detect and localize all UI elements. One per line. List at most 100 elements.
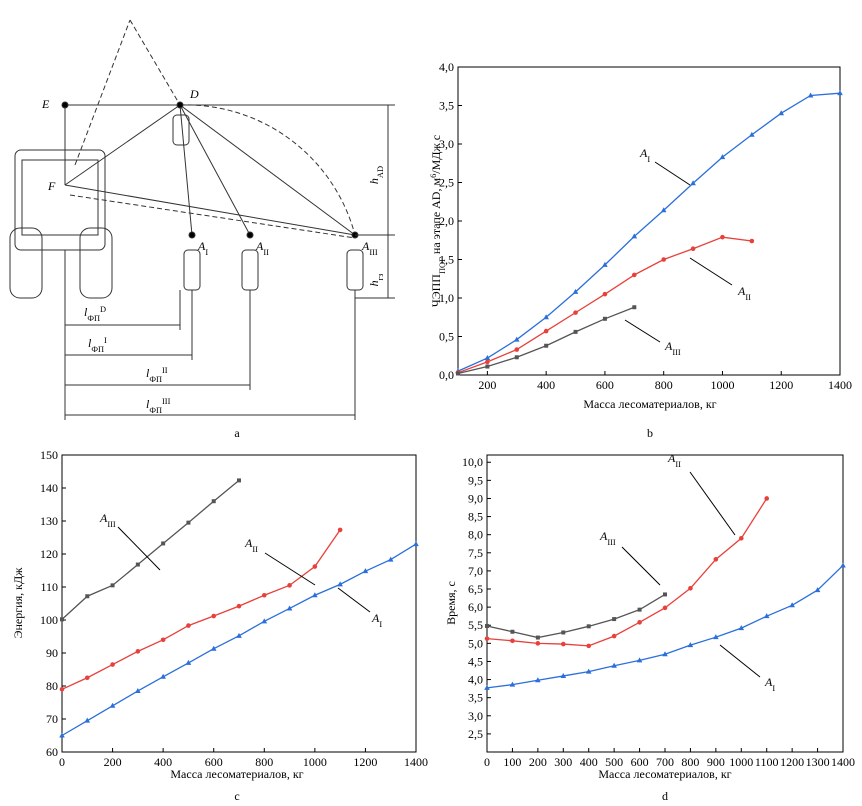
- point: [560, 641, 566, 647]
- ray: [179, 104, 251, 236]
- point: [211, 613, 217, 619]
- x-tick-label: 0: [484, 755, 490, 769]
- point: [188, 231, 196, 239]
- x-tick-label: 200: [529, 755, 547, 769]
- x-tick-label: 300: [554, 755, 572, 769]
- grapple: [346, 249, 364, 291]
- point: [778, 110, 785, 116]
- y-tick-label: 100: [40, 613, 58, 627]
- series-name: A: [667, 451, 676, 465]
- x-axis-label: Масса лесоматериалов, кг: [170, 767, 303, 781]
- forwarder-diagram: [9, 19, 395, 420]
- point: [312, 564, 318, 569]
- point: [544, 343, 549, 348]
- y-tick-label: 90: [46, 646, 58, 660]
- series-line: [61, 529, 341, 690]
- point: [287, 583, 292, 588]
- point: [510, 638, 515, 644]
- y-tick-label: 1,0: [439, 291, 454, 305]
- y-tick-label: 4,5: [468, 654, 483, 668]
- series-sub: II: [675, 460, 681, 469]
- y-tick-label: 2,5: [468, 727, 483, 741]
- point: [387, 556, 394, 562]
- diagram-label: D: [189, 87, 199, 101]
- text-part: D: [100, 305, 106, 314]
- diagram-label: AIII: [361, 239, 378, 257]
- text-part: ФП: [87, 314, 100, 323]
- grapple: [172, 114, 190, 146]
- point: [513, 336, 520, 342]
- point: [789, 602, 795, 608]
- series-sub: III: [107, 520, 116, 529]
- text-part: A: [255, 239, 264, 253]
- point: [586, 624, 591, 629]
- text-part: ФП: [149, 406, 162, 415]
- x-tick-label: 1300: [806, 755, 830, 769]
- annotation-leader: [689, 257, 733, 286]
- point: [176, 101, 184, 109]
- point: [611, 662, 617, 668]
- text-part: h: [367, 280, 381, 286]
- x-tick-label: 1000: [710, 378, 734, 392]
- series-label: AI: [371, 611, 382, 629]
- x-tick-label: 400: [537, 378, 555, 392]
- y-tick-label: 130: [40, 514, 58, 528]
- point: [160, 637, 166, 643]
- boom: [64, 104, 181, 186]
- series-name: A: [639, 146, 648, 160]
- series-sub: I: [772, 684, 775, 693]
- y-tick-label: 9,5: [468, 473, 483, 487]
- point: [186, 520, 191, 525]
- series-label: AIII: [664, 339, 681, 357]
- y-tick-label: 3,5: [439, 99, 454, 113]
- text-part: II: [162, 366, 168, 375]
- point: [514, 347, 520, 352]
- y-tick-label: 4,0: [439, 60, 454, 74]
- series-name: A: [244, 536, 253, 550]
- point: [738, 625, 745, 631]
- y-tick-label: 70: [46, 712, 58, 726]
- point: [690, 246, 696, 252]
- point: [602, 316, 607, 321]
- point: [110, 662, 115, 667]
- text-part: ПОГ: [438, 257, 447, 274]
- annotation-leader: [654, 161, 691, 186]
- x-tick-label: 1200: [353, 755, 377, 769]
- point: [738, 536, 744, 541]
- point: [632, 305, 637, 310]
- series-line: [486, 565, 844, 689]
- point: [713, 634, 719, 640]
- y-tick-label: 3,0: [468, 709, 483, 723]
- annotation-leader: [689, 471, 736, 536]
- text-part: ЧЭПП: [429, 274, 443, 307]
- x-tick-label: 800: [655, 378, 673, 392]
- text-part: I: [104, 336, 107, 345]
- point: [602, 291, 608, 297]
- x-axis-label: Масса лесоматериалов, кг: [583, 397, 716, 411]
- y-tick-label: 150: [40, 448, 58, 462]
- point: [109, 702, 116, 708]
- x-tick-label: 800: [681, 755, 699, 769]
- y-axis-label: Энергия, кДж: [11, 567, 25, 639]
- series-label: AII: [667, 451, 681, 469]
- point: [661, 257, 666, 262]
- point: [84, 675, 90, 681]
- y-tick-label: 140: [40, 481, 58, 495]
- point: [456, 371, 460, 376]
- point: [135, 562, 140, 567]
- boom: [64, 184, 356, 236]
- point: [484, 684, 490, 690]
- point: [561, 630, 566, 635]
- series-line: [61, 479, 240, 620]
- point: [110, 583, 115, 588]
- x-tick-label: 400: [580, 755, 598, 769]
- point: [514, 355, 519, 360]
- text-part: 6: [429, 174, 438, 178]
- x-tick-label: 500: [605, 755, 623, 769]
- point: [535, 677, 541, 683]
- y-tick-label: 7,5: [468, 546, 483, 560]
- x-tick-label: 1000: [303, 755, 327, 769]
- point: [572, 288, 579, 294]
- point: [814, 587, 821, 593]
- point: [586, 643, 592, 649]
